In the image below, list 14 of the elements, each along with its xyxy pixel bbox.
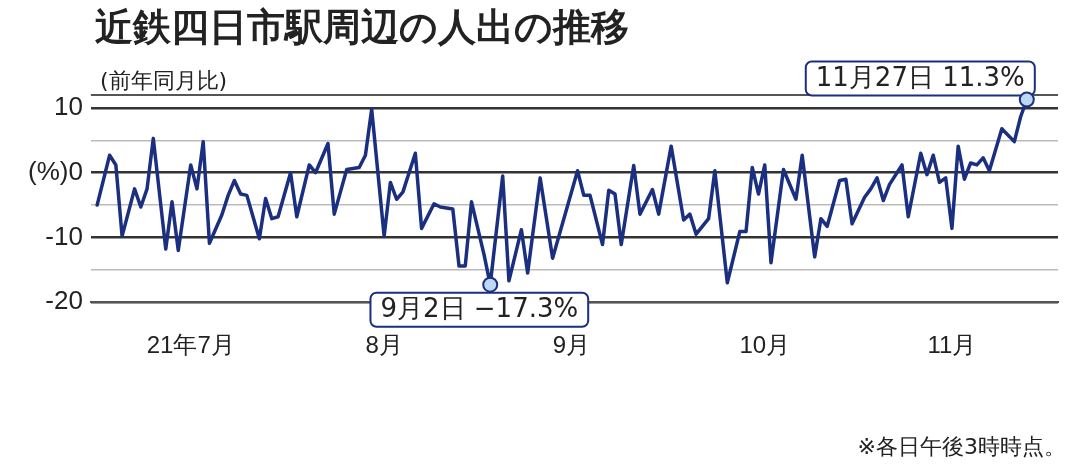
x-tick-label: 9月	[552, 331, 591, 359]
y-tick-label: -20	[45, 285, 83, 316]
x-tick-label: 8月	[365, 331, 403, 359]
x-tick-label: 11月	[927, 331, 977, 359]
text: ※各日午後3時時点。	[857, 433, 1066, 461]
y-tick-label: (%)0	[27, 155, 83, 186]
y-tick-label: -10	[45, 220, 83, 251]
chart-title: 近鉄四日市駅周辺の人出の推移	[95, 4, 629, 51]
annotation: 11月27日 11.3%	[815, 62, 1025, 93]
chart-subtitle: (前年同月比)	[100, 67, 228, 95]
y-tick-label: 10	[53, 91, 83, 122]
x-tick-label: 10月	[739, 331, 791, 359]
annotation: 9月2日 −17.3%	[380, 293, 579, 324]
x-tick-label: 21年7月	[146, 331, 235, 359]
